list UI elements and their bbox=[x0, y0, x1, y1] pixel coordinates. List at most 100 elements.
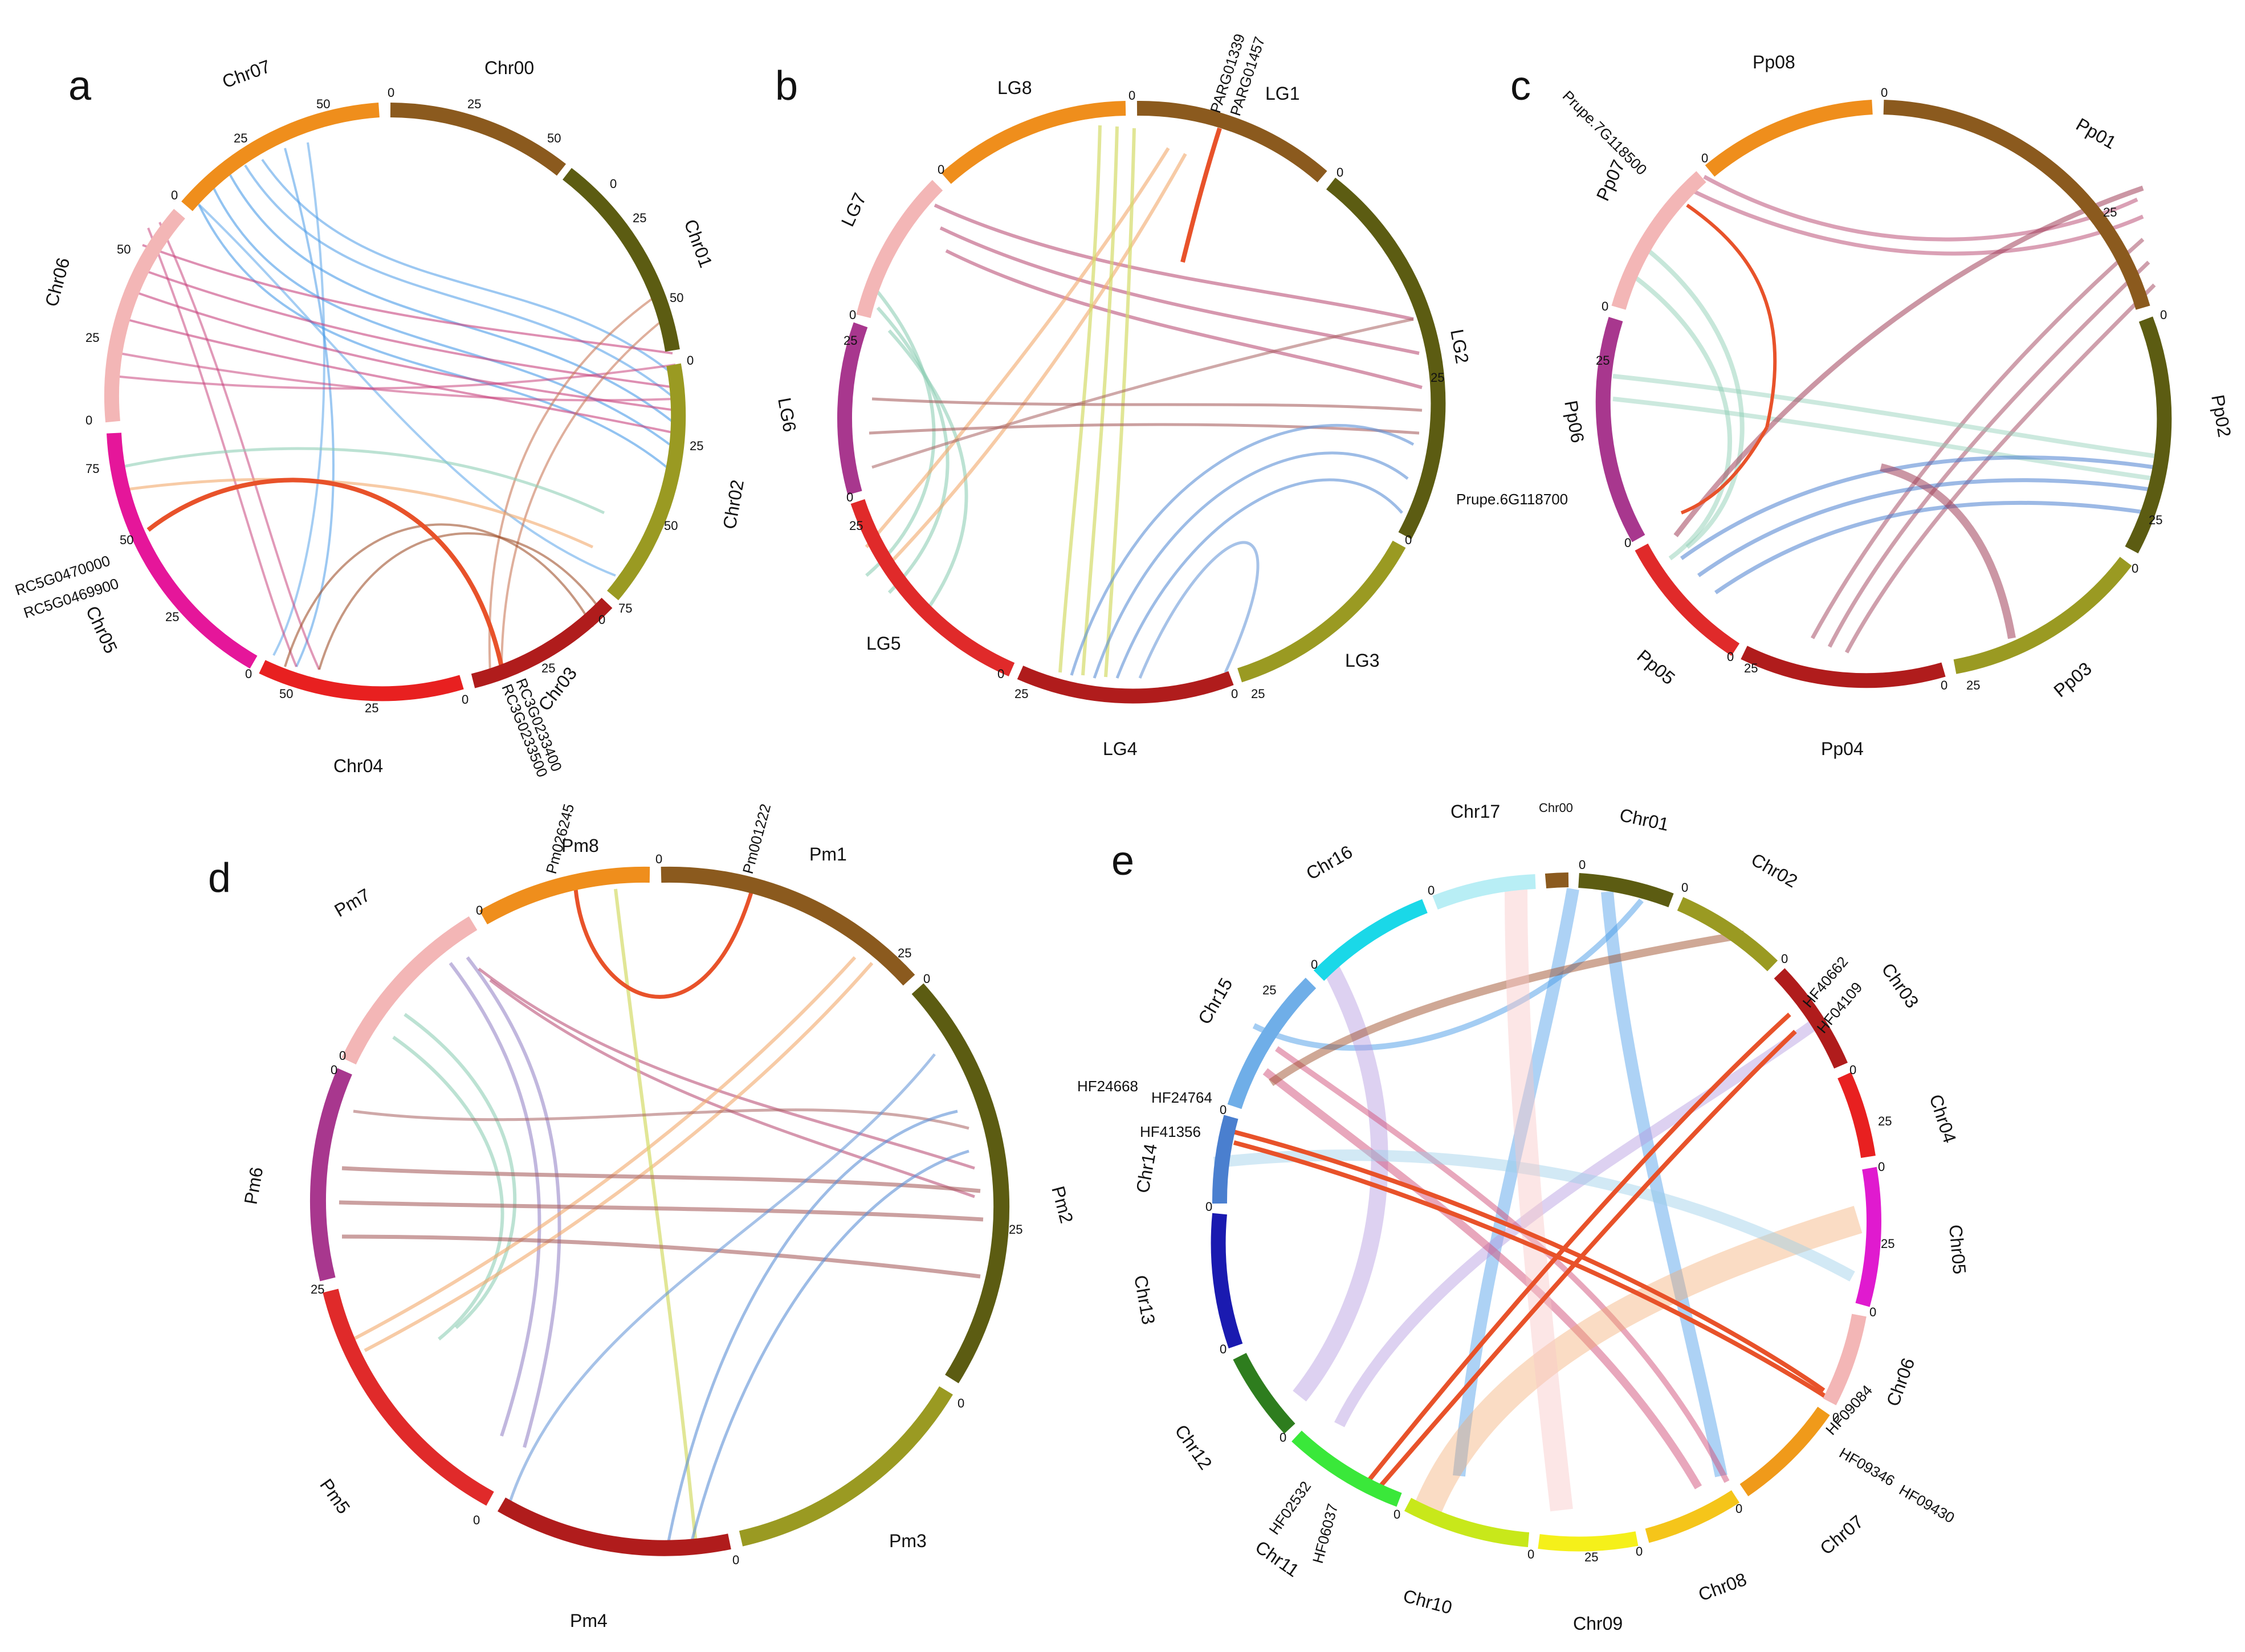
synteny-link bbox=[284, 523, 594, 667]
chromosome-label: LG1 bbox=[1265, 83, 1299, 104]
chromosome-arc bbox=[471, 598, 613, 688]
chromosome-arc bbox=[1136, 100, 1327, 182]
chromosome-label: LG4 bbox=[1103, 739, 1137, 759]
chromosome-arc bbox=[1774, 968, 1848, 1069]
synteny-link bbox=[341, 1234, 981, 1279]
tick-label: 0 bbox=[598, 613, 605, 627]
chromosome-arc bbox=[850, 499, 1015, 676]
chromosome-arc bbox=[390, 103, 567, 176]
chromosome-arc bbox=[1837, 1072, 1876, 1159]
tick-label: 0 bbox=[388, 85, 394, 100]
tick-label: 0 bbox=[339, 1049, 346, 1063]
synteny-link bbox=[142, 244, 673, 354]
tick-label: 0 bbox=[2160, 308, 2167, 322]
gene-label: HF24764 bbox=[1151, 1089, 1212, 1106]
synteny-link bbox=[871, 317, 1414, 469]
chromosome-arc bbox=[563, 168, 680, 352]
synteny-link bbox=[404, 1013, 517, 1329]
tick-label: 25 bbox=[898, 946, 911, 960]
chromosome-label: Chr01 bbox=[680, 217, 716, 270]
tick-label: 0 bbox=[1681, 880, 1688, 895]
tick-label: 0 bbox=[1624, 536, 1631, 550]
chromosome-label: Chr15 bbox=[1194, 974, 1237, 1027]
link-layer bbox=[113, 142, 677, 673]
synteny-link bbox=[353, 1108, 969, 1130]
chromosome-label: LG7 bbox=[837, 190, 870, 230]
chromosome-arc bbox=[837, 322, 868, 495]
synteny-link bbox=[1505, 888, 1573, 1512]
chromosome-arc bbox=[1404, 1498, 1530, 1547]
gene-label: HF41356 bbox=[1140, 1123, 1201, 1140]
highlight-link bbox=[1233, 1140, 1831, 1401]
chromosome-label: Pm5 bbox=[316, 1475, 354, 1518]
tick-label: 25 bbox=[690, 439, 703, 453]
tick-label: 25 bbox=[1744, 661, 1758, 675]
chromosome-arc bbox=[107, 433, 258, 669]
gene-label: HF09430 bbox=[1896, 1481, 1958, 1526]
synteny-link bbox=[876, 306, 950, 594]
highlight-link bbox=[1230, 1129, 1826, 1393]
synteny-link bbox=[489, 979, 975, 1198]
tick-label: 0 bbox=[473, 1513, 480, 1527]
chromosome-label: Chr00 bbox=[484, 58, 534, 78]
tick-label: 25 bbox=[365, 701, 378, 715]
chromosome-label: Chr07 bbox=[1816, 1511, 1867, 1559]
chromosome-label: Pp05 bbox=[1633, 646, 1679, 689]
chromosome-label: LG6 bbox=[774, 396, 800, 434]
tick-label: 0 bbox=[1941, 678, 1947, 692]
chromosome-label: LG5 bbox=[866, 633, 901, 654]
chromosome-label: Pm8 bbox=[561, 835, 599, 856]
chromosome-label: Pp06 bbox=[1561, 399, 1588, 444]
tick-label: 25 bbox=[1262, 983, 1276, 997]
synteny-link bbox=[341, 1166, 981, 1193]
chromosome-arc bbox=[1705, 100, 1873, 177]
chromosome-arc bbox=[1545, 872, 1569, 888]
synteny-link bbox=[1880, 463, 2016, 639]
synteny-link bbox=[158, 222, 320, 670]
synteny-link bbox=[466, 956, 561, 1448]
highlight-link bbox=[1686, 203, 1777, 428]
tick-label: 50 bbox=[279, 687, 293, 701]
tick-label: 0 bbox=[1280, 1430, 1286, 1445]
chromosome-label: Chr17 bbox=[1451, 801, 1500, 822]
tick-label: 0 bbox=[1832, 1410, 1839, 1425]
highlight-link bbox=[1366, 1013, 1791, 1483]
chromosome-arc bbox=[479, 866, 650, 925]
tick-label: 0 bbox=[687, 353, 694, 368]
chromosome-label: Chr14 bbox=[1132, 1142, 1161, 1194]
tick-label: 0 bbox=[1881, 85, 1888, 100]
chromosome-label: Chr16 bbox=[1303, 841, 1356, 884]
synteny-link bbox=[1334, 1021, 1816, 1427]
highlight-link bbox=[1377, 1030, 1797, 1489]
panel-b: b bbox=[774, 32, 1473, 759]
panel-d: d bbox=[208, 802, 1077, 1631]
tick-label: 25 bbox=[541, 661, 555, 675]
synteny-link bbox=[500, 318, 665, 673]
highlight-link bbox=[146, 478, 504, 667]
tick-label: 0 bbox=[331, 1063, 337, 1077]
tick-label: 0 bbox=[958, 1396, 964, 1410]
synteny-link bbox=[339, 1200, 984, 1222]
synteny-link bbox=[272, 142, 325, 656]
synteny-link bbox=[506, 1053, 936, 1511]
chromosome-label: Pp07 bbox=[1592, 157, 1629, 204]
synteny-link bbox=[198, 204, 616, 577]
tick-label: 0 bbox=[1735, 1502, 1742, 1516]
chromosome-arc bbox=[309, 1068, 352, 1282]
tick-label: 25 bbox=[467, 97, 481, 111]
synteny-link bbox=[869, 423, 1420, 435]
synteny-link bbox=[1268, 931, 1745, 1086]
link-layer bbox=[865, 125, 1423, 679]
chromosome-arc bbox=[104, 209, 185, 423]
synteny-link bbox=[939, 226, 1420, 355]
chromosome-arc bbox=[1227, 977, 1317, 1110]
chromosome-label: Pp01 bbox=[2073, 114, 2120, 153]
chromosome-label: Chr04 bbox=[1925, 1092, 1960, 1145]
chromosome-label: LG3 bbox=[1345, 650, 1379, 671]
tick-label: 25 bbox=[844, 333, 857, 348]
chromosome-arc bbox=[259, 660, 464, 701]
tick-label: 0 bbox=[732, 1553, 739, 1567]
chromosome-label: Chr02 bbox=[1748, 849, 1801, 892]
tick-label: 0 bbox=[85, 413, 92, 427]
